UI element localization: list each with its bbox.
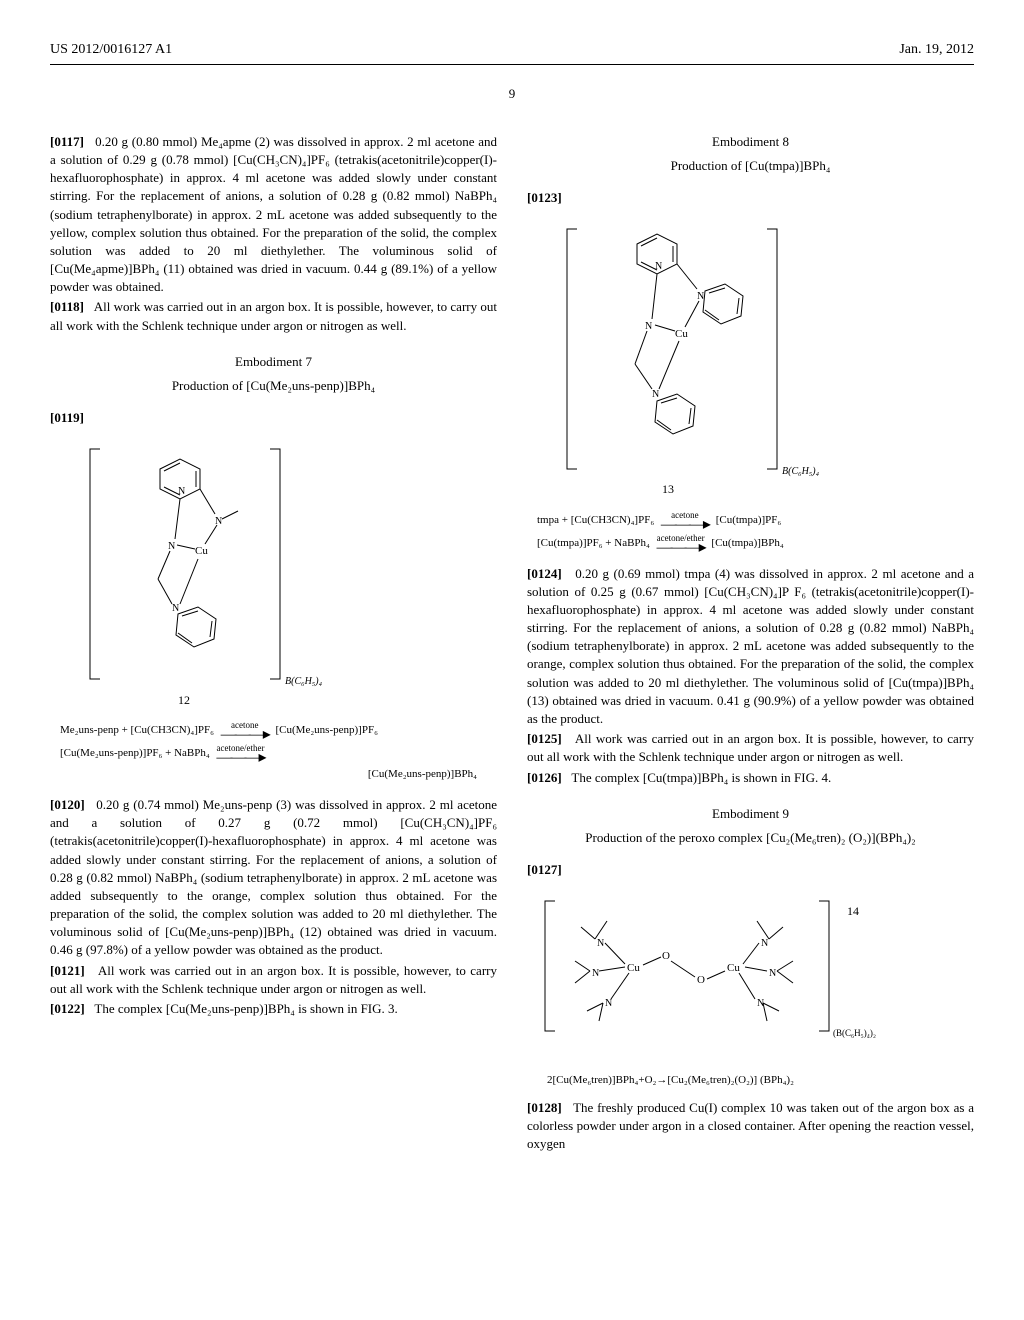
svg-text:N: N [645, 321, 652, 332]
para-num-0118: [0118] [50, 299, 84, 314]
para-0117-text: 0.20 g (0.80 mmol) Me₄apme (2) was disso… [50, 134, 497, 295]
paragraph-0128: [0128] The freshly produced Cu(I) comple… [527, 1099, 974, 1154]
svg-text:O: O [662, 950, 670, 962]
structure-13-label: 13 [662, 482, 674, 496]
para-num-0126: [0126] [527, 770, 562, 785]
reaction-9: 2[Cu(Me₆tren)]BPh₄+O₂→[Cu₂(Me₆tren)₂(O₂)… [547, 1073, 974, 1088]
structure-12-diagram: N N N Cu [80, 439, 497, 709]
svg-text:Cu: Cu [627, 962, 640, 974]
rxn-7b-left: [Cu(Me₂uns-penp)]PF₆ + NaBPh₄ [60, 747, 210, 759]
svg-text:N: N [215, 516, 222, 527]
rxn-7a-arrow: acetone———▸ [221, 721, 269, 740]
rxn-7a-left: Me₂uns-penp + [Cu(CH3CN)₄]PF₆ [60, 724, 214, 736]
reaction-8a: tmpa + [Cu(CH3CN)₄]PF₆ acetone———▸ [Cu(t… [537, 511, 974, 530]
svg-text:N: N [597, 938, 604, 949]
embodiment-9-title: Embodiment 9 [527, 805, 974, 823]
paragraph-0117: [0117] 0.20 g (0.80 mmol) Me₄apme (2) wa… [50, 133, 497, 297]
rxn-8b-arrow: acetone/ether———▸ [657, 534, 705, 553]
para-0128-text: The freshly produced Cu(I) complex 10 wa… [527, 1100, 974, 1151]
structure-14-svg: Cu N N N O O [537, 891, 877, 1061]
para-num-0127: [0127] [527, 862, 562, 877]
para-num-0128: [0128] [527, 1100, 562, 1115]
svg-text:O: O [697, 974, 705, 986]
paragraph-0122: [0122] The complex [Cu(Me₂uns-penp)]BPh₄… [50, 1000, 497, 1018]
para-num-0124: [0124] [527, 566, 562, 581]
paragraph-0124: [0124] 0.20 g (0.69 mmol) tmpa (4) was d… [527, 565, 974, 729]
reaction-7b: [Cu(Me₂uns-penp)]PF₆ + NaBPh₄ acetone/et… [60, 744, 497, 763]
rxn-8a-right: [Cu(tmpa)]PF₆ [716, 514, 782, 526]
paragraph-0123: [0123] [527, 189, 974, 207]
svg-text:N: N [168, 541, 175, 552]
structure-12-svg: N N N Cu [80, 439, 340, 709]
structure-13-anion: B(C₆H₅)₄ [782, 466, 820, 477]
page-number: 9 [50, 85, 974, 103]
reaction-8b: [Cu(tmpa)]PF₆ + NaBPh₄ acetone/ether———▸… [537, 534, 974, 553]
rxn-8b-left: [Cu(tmpa)]PF₆ + NaBPh₄ [537, 537, 650, 549]
embodiment-8-subtitle: Production of [Cu(tmpa)]BPh₄ [527, 157, 974, 175]
embodiment-8-title: Embodiment 8 [527, 133, 974, 151]
structure-14-label: 14 [847, 904, 859, 918]
para-0120-text: 0.20 g (0.74 mmol) Me₂uns-penp (3) was d… [50, 797, 497, 958]
rxn-7a-right: [Cu(Me₂uns-penp)]PF₆ [276, 724, 378, 736]
para-0125-text: All work was carried out in an argon box… [527, 731, 974, 764]
paragraph-0127: [0127] [527, 861, 974, 879]
structure-12-label: 12 [178, 693, 190, 707]
svg-text:Cu: Cu [675, 328, 688, 340]
right-column: Embodiment 8 Production of [Cu(tmpa)]BPh… [527, 133, 974, 1156]
embodiment-7-title: Embodiment 7 [50, 353, 497, 371]
structure-13-svg: N N N Cu N [557, 219, 837, 499]
structure-12-anion: B(C₆H₅)₄ [285, 676, 323, 687]
svg-text:N: N [592, 968, 599, 979]
two-column-layout: [0117] 0.20 g (0.80 mmol) Me₄apme (2) wa… [50, 133, 974, 1156]
svg-text:N: N [761, 938, 768, 949]
left-column: [0117] 0.20 g (0.80 mmol) Me₄apme (2) wa… [50, 133, 497, 1156]
para-0118-text: All work was carried out in an argon box… [50, 299, 497, 332]
para-0122-text: The complex [Cu(Me₂uns-penp)]BPh₄ is sho… [94, 1001, 397, 1016]
svg-text:N: N [605, 998, 612, 1009]
svg-text:N: N [652, 389, 659, 400]
para-0124-text: 0.20 g (0.69 mmol) tmpa (4) was dissolve… [527, 566, 974, 727]
para-num-0123: [0123] [527, 190, 562, 205]
para-num-0122: [0122] [50, 1001, 85, 1016]
paragraph-0125: [0125] All work was carried out in an ar… [527, 730, 974, 766]
svg-text:N: N [697, 291, 704, 302]
svg-text:N: N [769, 968, 776, 979]
patent-number: US 2012/0016127 A1 [50, 40, 172, 60]
paragraph-0121: [0121] All work was carried out in an ar… [50, 962, 497, 998]
rxn-8a-arrow: acetone———▸ [661, 511, 709, 530]
page-header: US 2012/0016127 A1 Jan. 19, 2012 [50, 40, 974, 65]
para-0126-text: The complex [Cu(tmpa)]BPh₄ is shown in F… [571, 770, 831, 785]
rxn-7b-arrow: acetone/ether———▸ [216, 744, 264, 763]
reaction-7b-product: [Cu(Me₂uns-penp)]BPh₄ [60, 767, 477, 782]
reaction-7a: Me₂uns-penp + [Cu(CH3CN)₄]PF₆ acetone———… [60, 721, 497, 740]
svg-text:N: N [655, 261, 662, 272]
paragraph-0120: [0120] 0.20 g (0.74 mmol) Me₂uns-penp (3… [50, 796, 497, 960]
structure-14-diagram: Cu N N N O O [537, 891, 974, 1061]
paragraph-0118: [0118] All work was carried out in an ar… [50, 298, 497, 334]
rxn-7b-right: [Cu(Me₂uns-penp)]BPh₄ [368, 768, 477, 780]
para-num-0121: [0121] [50, 963, 85, 978]
svg-text:Cu: Cu [727, 962, 740, 974]
para-0121-text: All work was carried out in an argon box… [50, 963, 497, 996]
para-num-0125: [0125] [527, 731, 562, 746]
structure-14-anion: (B(C₆H₅)₄)₂ [833, 1028, 876, 1038]
svg-text:Cu: Cu [195, 545, 208, 557]
embodiment-9-subtitle: Production of the peroxo complex [Cu₂(Me… [527, 829, 974, 847]
embodiment-7-subtitle: Production of [Cu(Me₂uns-penp)]BPh₄ [50, 377, 497, 395]
svg-text:N: N [178, 486, 185, 497]
rxn-8b-right: [Cu(tmpa)]BPh₄ [711, 537, 783, 549]
para-num-0117: [0117] [50, 134, 84, 149]
svg-text:N: N [172, 603, 179, 614]
structure-13-diagram: N N N Cu N [557, 219, 974, 499]
paragraph-0119: [0119] [50, 409, 497, 427]
para-num-0120: [0120] [50, 797, 85, 812]
paragraph-0126: [0126] The complex [Cu(tmpa)]BPh₄ is sho… [527, 769, 974, 787]
para-num-0119: [0119] [50, 410, 84, 425]
rxn-8a-left: tmpa + [Cu(CH3CN)₄]PF₆ [537, 514, 654, 526]
publication-date: Jan. 19, 2012 [899, 40, 974, 60]
